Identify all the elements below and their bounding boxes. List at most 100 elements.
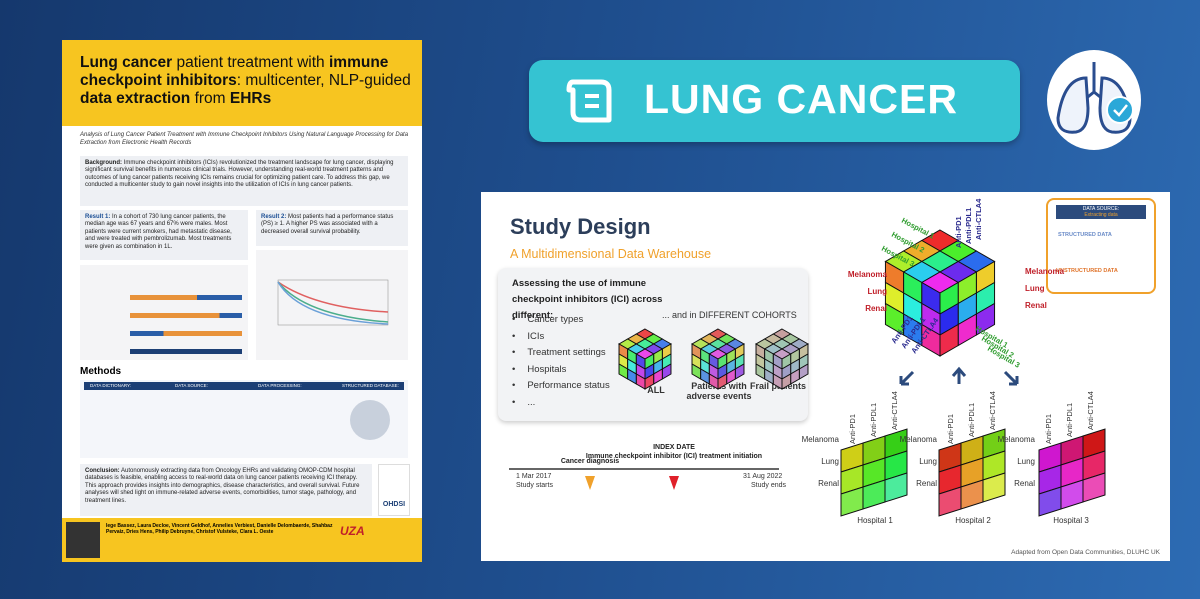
title-part: : multicenter, NLP-guided [236,72,411,89]
item-text: Treatment settings [527,347,606,358]
poster-subtitle: Analysis of Lung Cancer Patient Treatmen… [80,132,409,146]
source-header: DATA SOURCE: Extracting data [1056,205,1146,219]
curve [277,281,389,313]
arrow [899,370,915,386]
bullet: • [512,314,516,325]
text: Immune checkpoint inhibitors (ICIs) revo… [85,160,394,189]
result2-box: Result 2: Most patients had a performanc… [256,210,408,246]
icon-outline [566,79,612,123]
list-item: • Hospitals [512,364,610,381]
cancer-label: Lung [867,287,887,296]
poster-title: Lung cancer patient treatment with immun… [62,40,422,126]
cube-cell [781,373,792,390]
ici-label: Anti-PDL1 [967,403,976,437]
authors: Iege Bassez, Laura Decloe, Vincent Geldh… [106,523,333,535]
hospital-label: Hospital 3 [1053,516,1089,525]
cube-cell [884,472,908,503]
ohdsi-logo: OHDSI [378,464,410,516]
cancer-label: Lung [821,457,839,466]
step: DATA PROCESSING: [258,383,302,388]
diagnosis-marker [585,476,595,490]
title-part: from [190,90,230,107]
title-part: data extraction [80,90,191,107]
cancer-label: Melanoma [1025,267,1065,276]
item-text: ... [527,396,536,408]
timeline-text: Immune checkpoint inhibitor (ICI) treatm… [586,453,762,460]
ici-label: Anti-PD1 [954,216,963,248]
cancer-label: Renal [818,479,839,488]
ici-label: Anti-PDL1 [1065,403,1074,437]
source-subtitle: Extracting data [1084,212,1118,218]
timeline-text: Study starts [516,482,553,489]
conclusion-box: Conclusion: Autonomously extracting data… [80,464,372,516]
list-item: • Treatment settings [512,347,610,364]
bullet: • [512,347,516,358]
cancer-label: Lung [1025,284,1045,293]
bullet: • [512,380,516,391]
ici-label: Anti-PD1 [1044,414,1053,444]
bar [130,313,242,318]
title-part: patient treatment with [172,54,329,71]
title-part: Lung cancer [80,54,173,71]
timeline-text: Cancer diagnosis [561,458,619,465]
timeline-text: Study ends [751,482,787,489]
item-text: Hospitals [527,363,567,375]
result1-figure [80,265,248,360]
ici-label: Anti-CTLA4 [890,391,899,430]
ici-label: Anti-CTLA4 [1086,391,1095,430]
cancer-label: Renal [1014,479,1035,488]
source-title: DATA SOURCE: [1082,206,1120,212]
ici-label: Anti-PD1 [946,414,955,444]
ici-label: Anti-PDL1 [964,208,973,244]
slide-subtitle: A Multidimensional Data Warehouse [510,247,712,261]
bar [130,331,242,336]
result1-box: Result 1: In a cohort of 730 lung cancer… [80,210,248,260]
cohort-label: ALL [647,385,665,395]
poster: Lung cancer patient treatment with immun… [62,40,422,562]
step: DATA DICTIONARY: [90,383,132,388]
item-text: Cancer types [527,314,584,325]
text: Most patients had a performance status (… [261,214,394,235]
item-list: • Cancer types • ICIs • Treatment settings • Ho… [512,314,610,413]
cube-cell [644,373,655,390]
arrow [951,366,967,384]
ici-label: Anti-PDL1 [869,403,878,437]
left-lung [1056,76,1090,134]
step: DATA SOURCE: [175,383,208,388]
cancer-label: Melanoma [900,435,938,444]
label: Result 2: [261,214,287,220]
cube-cell [982,472,1006,503]
bullet: • [512,330,516,342]
scroll-icon [566,79,612,123]
cancer-label: Melanoma [848,270,888,279]
step: STRUCTURED DATABASE: [342,383,399,388]
methods-figure: DATA DICTIONARY: DATA SOURCE: DATA PROCE… [80,380,408,458]
curve [277,281,389,325]
list-item: • Performance status [512,380,610,397]
timeline-text: 31 Aug 2022 [743,473,782,480]
qr-code [66,522,100,558]
ici-label: Anti-CTLA4 [988,391,997,430]
bullet: • [512,396,516,408]
timeline-text: INDEX DATE [653,444,695,451]
cancer-label: Renal [916,479,937,488]
cube-cell [1082,472,1106,503]
cancer-label: Melanoma [998,435,1036,444]
slide-title: Study Design [510,214,651,239]
title-part: EHRs [229,90,272,107]
list-item: • ICIs [512,331,610,348]
step-bar [84,382,404,390]
slide-graphics: Adapted from Open Data Communities, DLUH… [509,198,1161,556]
footer: Adapted from Open Data Communities, DLUH… [1011,549,1161,556]
label: Result 1: [85,214,111,220]
list-item: •... [512,397,610,414]
topic-pill: LUNG CANCER [529,60,1020,142]
bullet: • [512,363,516,375]
arrow [1003,370,1019,386]
methods-title: Methods [80,366,122,377]
database-icon [350,400,390,440]
check [1113,104,1128,117]
bar [130,349,242,354]
item-text: ICIs [527,330,545,342]
